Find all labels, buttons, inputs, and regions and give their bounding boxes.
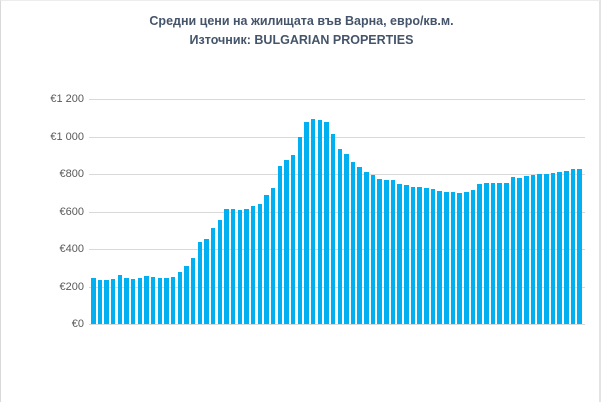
bar: [324, 122, 329, 324]
bar: [97, 279, 103, 324]
y-tick-label: €400: [59, 243, 84, 255]
bar: [310, 118, 316, 324]
gridline: [89, 324, 585, 325]
bar: [177, 271, 183, 324]
y-tick-label: €200: [59, 281, 84, 293]
bar: [264, 194, 269, 324]
bar: [217, 219, 223, 324]
gridline: [89, 249, 585, 250]
bar: [424, 188, 429, 324]
bar: [470, 189, 476, 324]
bar: [404, 185, 409, 324]
bar: [357, 167, 362, 324]
bar: [157, 278, 163, 324]
bar: [164, 278, 169, 324]
bar: [224, 208, 229, 324]
bar: [270, 188, 276, 324]
bar: [137, 278, 143, 324]
bar: [497, 183, 502, 324]
bar: [124, 278, 129, 324]
bar: [490, 183, 496, 324]
bar: [110, 279, 116, 324]
y-tick-label: €800: [59, 168, 84, 180]
bar: [410, 187, 416, 324]
bar: [197, 242, 203, 324]
bar: [344, 154, 349, 324]
gridline: [89, 287, 585, 288]
y-tick-label: €600: [59, 206, 84, 218]
bar: [317, 119, 322, 324]
bar: [477, 184, 482, 324]
bar: [190, 258, 196, 324]
y-tick-label: €1 200: [50, 93, 84, 105]
bar: [524, 175, 529, 324]
bar: [290, 155, 296, 324]
gridline: [89, 99, 585, 100]
y-tick-label: €1 000: [50, 131, 84, 143]
bar: [444, 191, 449, 324]
bar: [204, 238, 209, 324]
bar: [517, 177, 522, 324]
bar: [337, 148, 342, 324]
bar: [437, 190, 442, 324]
gridline: [89, 174, 585, 175]
bar: [150, 277, 156, 324]
bar: [230, 208, 236, 324]
chart-subtitle: Източник: BULGARIAN PROPERTIES: [189, 33, 414, 47]
bar: [237, 209, 243, 324]
bar: [510, 176, 516, 324]
bar: [244, 208, 249, 324]
bar: [530, 174, 536, 324]
bar: [564, 171, 569, 324]
bar: [170, 277, 176, 324]
bar: [397, 184, 402, 324]
bar: [250, 205, 256, 324]
bar: [504, 183, 509, 324]
bar: [557, 172, 562, 324]
bar: [577, 169, 582, 324]
chart-title: Средни цени на жилищата във Варна, евро/…: [149, 14, 454, 28]
bar: [484, 183, 489, 324]
bar: [384, 179, 389, 324]
bar: [377, 178, 382, 324]
bar: [304, 122, 309, 324]
bar: [277, 165, 283, 324]
bar: [297, 137, 303, 324]
bar: [390, 179, 396, 324]
bar: [330, 133, 336, 324]
bar: [430, 189, 436, 324]
bar: [450, 191, 456, 324]
bar: [544, 174, 549, 324]
bar: [257, 204, 263, 324]
bar: [117, 274, 123, 324]
bar: [370, 174, 376, 324]
bar: [210, 228, 216, 324]
bar: [457, 192, 462, 324]
bar: [104, 279, 109, 324]
bar: [464, 191, 469, 324]
bar: [144, 276, 149, 324]
y-tick-label: €0: [71, 318, 84, 330]
bar: [284, 159, 289, 324]
bar: [550, 173, 556, 324]
bar: [570, 169, 576, 324]
bar: [417, 187, 422, 324]
gridline: [89, 212, 585, 213]
bar: [91, 278, 96, 324]
bar: [184, 265, 189, 324]
bar: [350, 161, 356, 324]
bar: [364, 172, 369, 324]
bar: [537, 174, 542, 324]
gridline: [89, 137, 585, 138]
bar: [130, 279, 136, 324]
